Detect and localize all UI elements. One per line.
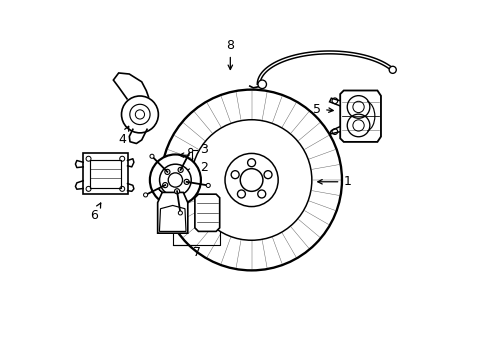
Polygon shape — [157, 192, 187, 233]
Circle shape — [159, 164, 191, 196]
Bar — [89, 160, 121, 188]
Circle shape — [183, 179, 189, 184]
Polygon shape — [195, 194, 219, 231]
Circle shape — [163, 183, 167, 188]
Circle shape — [168, 173, 182, 187]
Circle shape — [258, 80, 266, 89]
Circle shape — [149, 154, 201, 206]
Circle shape — [150, 154, 154, 158]
Polygon shape — [159, 206, 185, 231]
Text: 1: 1 — [317, 175, 350, 188]
Circle shape — [178, 211, 182, 215]
Circle shape — [388, 66, 395, 73]
Text: 5: 5 — [312, 103, 332, 116]
Polygon shape — [340, 90, 380, 142]
Circle shape — [164, 169, 170, 175]
Polygon shape — [329, 98, 340, 106]
Bar — [165, 161, 185, 199]
Text: 8: 8 — [226, 39, 234, 69]
Text: 7: 7 — [192, 246, 200, 259]
Bar — [83, 153, 127, 194]
Text: 2: 2 — [200, 161, 207, 174]
Circle shape — [178, 167, 183, 172]
Text: 6: 6 — [90, 203, 101, 222]
Circle shape — [206, 183, 210, 188]
Circle shape — [143, 193, 147, 197]
Circle shape — [188, 148, 192, 153]
Polygon shape — [113, 73, 148, 100]
Text: 4: 4 — [118, 126, 128, 146]
Circle shape — [174, 189, 179, 194]
Circle shape — [121, 96, 158, 133]
Polygon shape — [329, 126, 340, 134]
Text: 3: 3 — [200, 143, 207, 156]
